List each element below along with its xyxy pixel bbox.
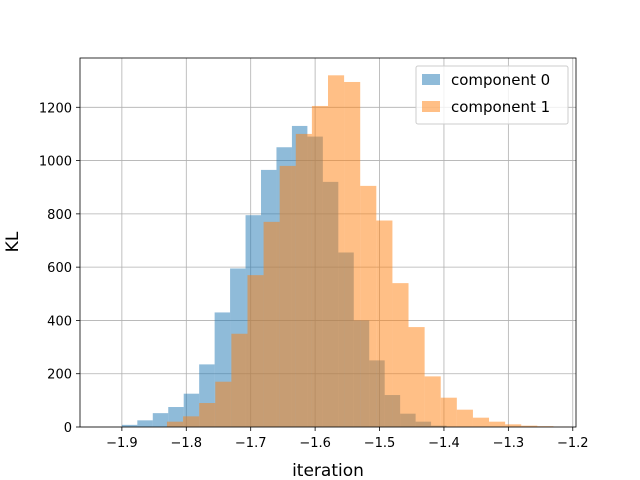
y-tick-label: 0 bbox=[64, 421, 72, 436]
histogram-bar-component-1 bbox=[295, 133, 312, 428]
x-tick-label: −1.5 bbox=[364, 436, 396, 451]
histogram-bar-component-1 bbox=[311, 105, 328, 428]
histogram-bar-component-1 bbox=[424, 376, 441, 427]
histogram-bar-component-0 bbox=[137, 420, 153, 427]
x-tick-label: −1.3 bbox=[493, 436, 525, 451]
x-tick-label: −1.2 bbox=[557, 436, 589, 451]
histogram-bar-component-0 bbox=[121, 424, 138, 427]
histogram-bar-component-1 bbox=[376, 220, 393, 427]
histogram-bar-component-1 bbox=[360, 185, 377, 427]
histogram-bar-component-1 bbox=[215, 381, 232, 427]
legend-swatch-component-1 bbox=[422, 101, 440, 112]
legend: component 0 component 1 bbox=[415, 65, 569, 125]
histogram-bar-component-1 bbox=[199, 403, 216, 427]
histogram-bar-component-1 bbox=[521, 425, 538, 427]
plot-frame bbox=[79, 57, 577, 428]
x-tick-label: −1.8 bbox=[170, 436, 202, 451]
y-tick-label: 200 bbox=[47, 368, 72, 383]
x-axis-label: iteration bbox=[292, 461, 364, 480]
series-component-1 bbox=[166, 75, 570, 428]
y-axis-label: KL bbox=[3, 231, 23, 252]
x-tick-label: −1.4 bbox=[428, 436, 460, 451]
x-tick-label: −1.7 bbox=[235, 436, 267, 451]
histogram-bar-component-1 bbox=[263, 221, 280, 427]
histogram-bar-component-1 bbox=[344, 81, 361, 428]
histogram-bar-component-1 bbox=[440, 397, 457, 427]
histogram-bar-component-1 bbox=[456, 409, 473, 427]
histogram-bars bbox=[121, 75, 570, 428]
histogram-bar-component-1 bbox=[505, 424, 522, 427]
x-tick-label: −1.6 bbox=[299, 436, 331, 451]
x-tick-label: −1.9 bbox=[106, 436, 138, 451]
histogram-bar-component-1 bbox=[472, 417, 490, 427]
legend-label-component-1: component 1 bbox=[451, 98, 550, 116]
y-tick-label: 400 bbox=[47, 314, 72, 329]
histogram-bar-component-0 bbox=[152, 413, 169, 427]
legend-swatch-component-0 bbox=[422, 74, 440, 85]
y-tick-label: 800 bbox=[47, 208, 72, 223]
histogram-bar-component-1 bbox=[489, 421, 506, 427]
y-tick-label: 1200 bbox=[39, 101, 72, 116]
histogram-bar-component-1 bbox=[408, 327, 425, 427]
axis-ticks: −1.9 −1.8 −1.7 −1.6 −1.5 −1.4 −1.3 −1.2 0 200 400 6… bbox=[39, 101, 589, 451]
legend-label-component-0: component 0 bbox=[451, 71, 550, 89]
histogram-bar-component-1 bbox=[183, 416, 200, 427]
histogram-bar-component-1 bbox=[328, 75, 345, 427]
histogram-bar-component-1 bbox=[392, 283, 409, 427]
histogram-bar-component-1 bbox=[231, 333, 248, 427]
y-tick-label: 600 bbox=[47, 261, 72, 276]
legend-box bbox=[415, 65, 569, 125]
histogram-bar-component-1 bbox=[166, 421, 184, 427]
histogram-bar-component-1 bbox=[279, 165, 296, 427]
y-tick-label: 1000 bbox=[39, 155, 72, 170]
histogram-bar-component-1 bbox=[247, 275, 264, 427]
